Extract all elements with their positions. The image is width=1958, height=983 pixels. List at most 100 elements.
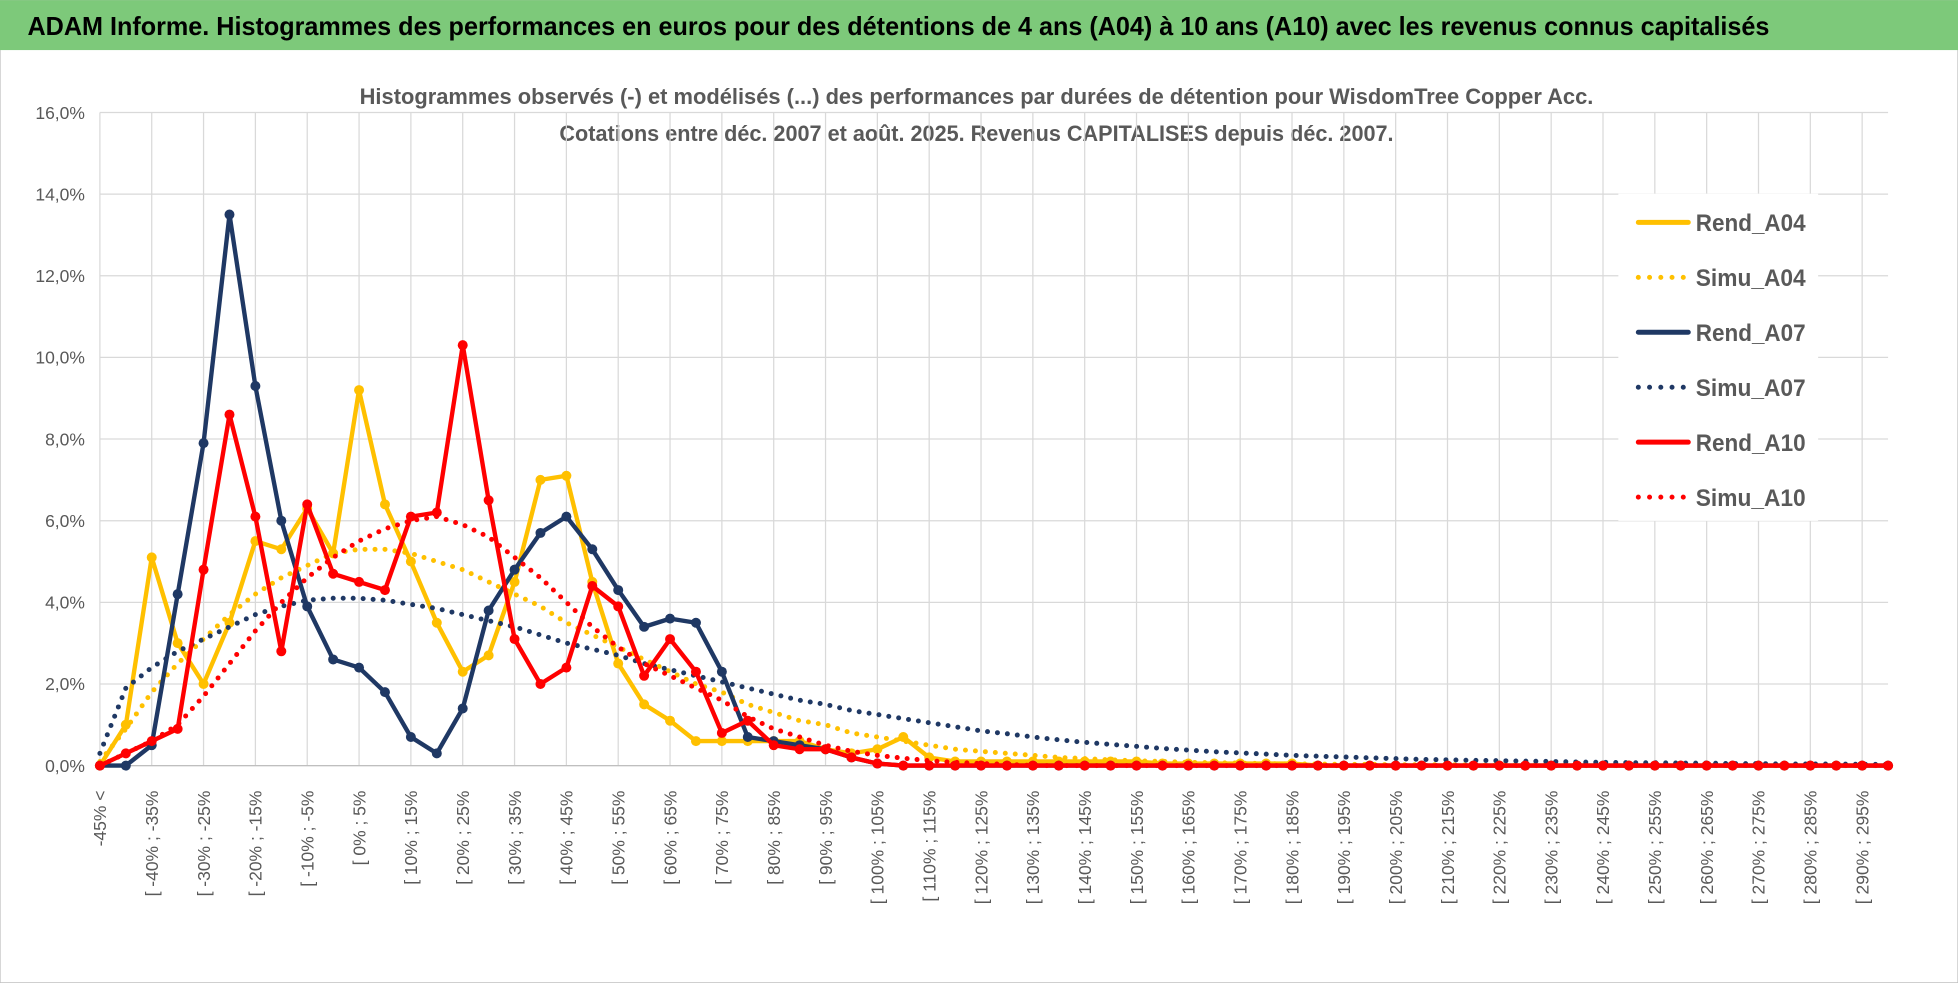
- data-point: [898, 760, 909, 771]
- x-tick-label: [ 180% ; 185%: [1282, 791, 1302, 905]
- data-point: [172, 589, 183, 600]
- data-point: [431, 617, 442, 628]
- x-tick-label: [ 90% ; 95%: [816, 791, 836, 885]
- data-point: [665, 634, 676, 645]
- x-tick-label: [ -20% ; -15%: [246, 791, 266, 897]
- data-point: [639, 621, 650, 632]
- data-point: [846, 752, 857, 763]
- data-point: [198, 564, 209, 575]
- data-point: [354, 662, 365, 673]
- data-point: [1468, 760, 1479, 771]
- x-tick-label: [ 280% ; 285%: [1801, 791, 1821, 905]
- series-line: [97, 514, 1891, 769]
- legend: Rend_A04 Simu_A04 Rend_A07 Simu_A07 Rend_A10…: [1635, 211, 1807, 512]
- y-tick-label: 10,0%: [35, 348, 85, 368]
- data-point: [379, 687, 390, 698]
- data-point: [690, 617, 701, 628]
- legend-label: Simu_A04: [1696, 266, 1807, 292]
- data-point: [483, 650, 494, 661]
- series-line: [97, 342, 1891, 768]
- x-tick-label: [ 200% ; 205%: [1386, 791, 1406, 905]
- data-point: [405, 556, 416, 567]
- data-point: [509, 576, 520, 587]
- legend-box: [1618, 193, 1819, 521]
- data-point: [1235, 760, 1246, 771]
- data-point: [690, 666, 701, 677]
- data-point: [250, 380, 261, 391]
- x-tick-label: [ 270% ; 275%: [1749, 791, 1769, 905]
- data-point: [768, 740, 779, 751]
- data-point: [120, 760, 131, 771]
- x-tick-label: [ 110% ; 115%: [919, 791, 939, 902]
- data-point: [509, 564, 520, 575]
- data-point: [405, 732, 416, 743]
- y-tick-label: 12,0%: [35, 266, 85, 286]
- data-point: [535, 474, 546, 485]
- data-point: [613, 658, 624, 669]
- data-point: [716, 727, 727, 738]
- x-tick-label: [ 170% ; 175%: [1230, 791, 1250, 905]
- legend-label: Simu_A10: [1696, 486, 1806, 512]
- data-point: [302, 601, 313, 612]
- data-point: [328, 654, 339, 665]
- x-tick-label: [ -10% ; -5%: [297, 791, 317, 887]
- x-tick-label: [ 0% ; 5%: [349, 791, 369, 866]
- data-point: [146, 552, 157, 563]
- data-point: [457, 340, 468, 351]
- data-point: [794, 744, 805, 755]
- data-point: [431, 507, 442, 518]
- x-tick-label: [ 100% ; 105%: [868, 791, 888, 905]
- data-point: [613, 601, 624, 612]
- data-point: [561, 511, 572, 522]
- data-point: [1546, 760, 1557, 771]
- data-point: [716, 736, 727, 747]
- data-point: [1027, 760, 1038, 771]
- data-point: [483, 495, 494, 506]
- x-tick-label: [ 210% ; 215%: [1438, 791, 1458, 905]
- data-point: [924, 760, 935, 771]
- x-tick-label: [ 70% ; 75%: [712, 791, 732, 885]
- x-tick-label: [ 140% ; 145%: [1075, 791, 1095, 905]
- plot: [94, 209, 1894, 771]
- data-point: [561, 662, 572, 673]
- data-point: [535, 678, 546, 689]
- x-tick-label: [ 250% ; 255%: [1645, 791, 1665, 905]
- data-point: [172, 723, 183, 734]
- data-point: [716, 666, 727, 677]
- x-tick-label: [ 120% ; 125%: [971, 791, 991, 905]
- data-point: [224, 409, 235, 420]
- data-point: [1157, 760, 1168, 771]
- x-tick-label: [ 60% ; 65%: [660, 791, 680, 885]
- data-point: [302, 499, 313, 510]
- data-point: [483, 605, 494, 616]
- data-point: [457, 703, 468, 714]
- data-point: [379, 585, 390, 596]
- data-point: [379, 499, 390, 510]
- data-point: [405, 511, 416, 522]
- data-point: [354, 385, 365, 396]
- data-point: [1857, 760, 1868, 771]
- data-point: [457, 666, 468, 677]
- x-tick-label: [ 150% ; 155%: [1127, 791, 1147, 905]
- x-tick-label: [ 20% ; 25%: [453, 791, 473, 885]
- data-point: [587, 581, 598, 591]
- y-tick-label: 4,0%: [45, 593, 85, 613]
- legend-label: Rend_A07: [1696, 321, 1806, 347]
- data-point: [872, 758, 883, 769]
- x-tick-label: [ 240% ; 245%: [1593, 791, 1613, 905]
- data-point: [1727, 760, 1738, 771]
- data-point: [742, 732, 753, 743]
- data-point: [1805, 760, 1816, 771]
- data-point: [198, 438, 209, 449]
- y-tick-label: 16,0%: [35, 103, 85, 123]
- data-point: [276, 544, 287, 555]
- data-point: [1364, 760, 1375, 771]
- data-point: [509, 634, 520, 645]
- y-tick-label: 0,0%: [45, 756, 85, 776]
- x-tick-label: [ 10% ; 15%: [401, 791, 421, 885]
- x-tick-label: [ -30% ; -25%: [194, 791, 214, 897]
- x-tick-label: [ 220% ; 225%: [1490, 791, 1510, 905]
- x-tick-label: [ 80% ; 85%: [764, 791, 784, 885]
- header-title: ADAM Informe. Histogrammes des performan…: [27, 11, 1769, 41]
- data-point: [250, 511, 261, 522]
